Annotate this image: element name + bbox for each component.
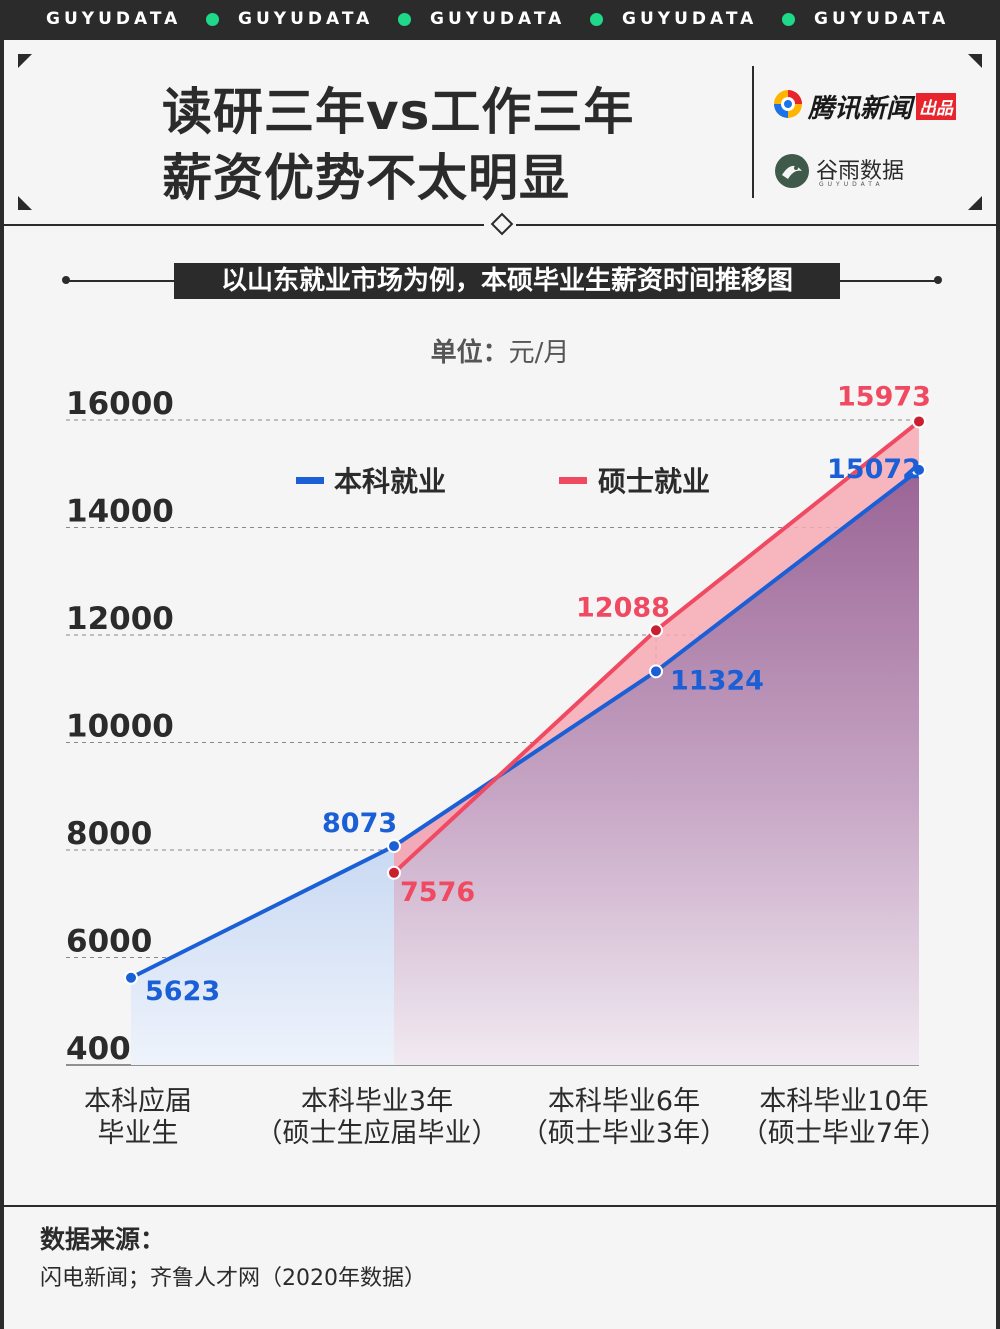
page-title-line2: 薪资优势不太明显 — [162, 149, 570, 207]
bachelor-point — [124, 970, 138, 985]
brand-tencent: 腾讯新闻 出品 — [808, 88, 957, 125]
master-point — [649, 623, 663, 638]
bachelor-data-label: 15072 — [827, 454, 921, 485]
x-tick-label: （硕士毕业7年） — [741, 1118, 947, 1149]
y-tick-label: 16000 — [66, 386, 174, 422]
master-data-label: 7576 — [400, 877, 475, 908]
footer-rule — [4, 1205, 996, 1207]
ticker-dot — [206, 13, 219, 26]
legend-layer: 本科就业 硕士就业 — [296, 465, 710, 498]
source-text: 闪电新闻；齐鲁人才网（2020年数据） — [40, 1266, 426, 1291]
unit-label: 单位：元/月 — [4, 332, 996, 369]
header: 读研三年vs工作三年 薪资优势不太明显 腾讯新闻 出品 谷雨数据 GUYUDATA — [4, 40, 996, 224]
corner-mark — [968, 196, 982, 210]
corner-mark — [18, 54, 32, 68]
ticker-dot — [782, 13, 795, 26]
brand-tencent-badge: 出品 — [916, 93, 957, 120]
ticker-word: GUYUDATA — [622, 9, 758, 29]
footer: 数据来源： 闪电新闻；齐鲁人才网（2020年数据） — [4, 1205, 996, 1329]
ticker-word: GUYUDATA — [46, 9, 182, 29]
legend-label-bachelor: 本科就业 — [334, 465, 446, 498]
bachelor-line — [130, 468, 921, 980]
x-tick-label: 本科毕业10年 — [759, 1086, 928, 1117]
x-tick-label: （硕士生应届毕业） — [256, 1118, 499, 1149]
brand-guyu-sub: GUYUDATA — [819, 181, 884, 188]
subtitle-rule-right — [840, 280, 940, 282]
header-rule-right — [516, 224, 996, 226]
source-label: 数据来源： — [40, 1225, 166, 1254]
header-rule-left — [4, 224, 484, 226]
ticker-word: GUYUDATA — [430, 9, 566, 29]
subtitle-rule-dot — [934, 276, 942, 284]
salary-chart: 40006000800010000120001400016000本科应届毕业生本… — [66, 381, 947, 1149]
y-tick-label: 14000 — [66, 494, 174, 530]
label-layer: 5623 8073 11324 15072 7576 12088 15973 — [145, 381, 931, 1006]
top-ticker: GUYUDATA GUYUDATA GUYUDATA GUYUDATA GUYU… — [0, 0, 1000, 40]
bachelor-point — [912, 462, 926, 477]
ticker-dot — [398, 13, 411, 26]
x-tick-label: 本科毕业6年 — [548, 1086, 700, 1117]
bachelor-area — [131, 846, 394, 1065]
subtitle-rule-left — [66, 280, 176, 282]
legend-label-master: 硕士就业 — [598, 465, 710, 498]
bachelor-data-label: 8073 — [322, 808, 397, 839]
y-tick-label: 8000 — [66, 816, 152, 852]
unit-label-value: 元/月 — [508, 338, 570, 368]
bachelor-data-label: 11324 — [670, 665, 764, 696]
bachelor-point — [387, 839, 401, 854]
ticker-word: GUYUDATA — [814, 9, 950, 29]
legend-swatch-bachelor — [296, 477, 324, 484]
master-point — [912, 414, 926, 429]
unit-label-prefix: 单位： — [430, 338, 509, 368]
area-layer — [131, 421, 919, 1065]
y-tick-label: 10000 — [66, 709, 174, 745]
legend-swatch-master — [559, 477, 587, 484]
corner-mark — [968, 54, 982, 68]
ticker-word: GUYUDATA — [238, 9, 374, 29]
chart-subtitle: 以山东就业市场为例，本硕毕业生薪资时间推移图 — [174, 263, 840, 299]
y-tick-label: 12000 — [66, 601, 174, 637]
brand-tencent-name: 腾讯新闻 — [808, 94, 913, 124]
master-point — [387, 865, 401, 880]
page-title-line1: 读研三年vs工作三年 — [162, 83, 635, 141]
x-tick-label: （硕士毕业3年） — [521, 1118, 727, 1149]
infographic-card: 读研三年vs工作三年 薪资优势不太明显 腾讯新闻 出品 谷雨数据 GUYUDATA… — [4, 40, 996, 1329]
y-tick-label: 6000 — [66, 924, 152, 960]
tencent-news-logo-icon — [774, 90, 802, 118]
guyu-logo-icon — [775, 154, 809, 188]
x-tick-label: 本科毕业3年 — [301, 1086, 453, 1117]
overlap-area — [394, 469, 919, 1065]
master-gap-area — [394, 421, 919, 873]
bachelor-point — [649, 664, 663, 679]
x-tick-label: 毕业生 — [98, 1118, 179, 1149]
bachelor-data-label: 5623 — [145, 976, 220, 1007]
brand-guyu: 谷雨数据 — [816, 159, 905, 184]
corner-mark — [18, 196, 32, 210]
master-data-label: 12088 — [576, 592, 670, 623]
master-data-label: 15973 — [837, 381, 931, 412]
x-tick-label: 本科应届 — [84, 1086, 192, 1117]
ticker-dot — [590, 13, 603, 26]
point-layer — [124, 414, 926, 985]
header-divider — [752, 66, 754, 198]
